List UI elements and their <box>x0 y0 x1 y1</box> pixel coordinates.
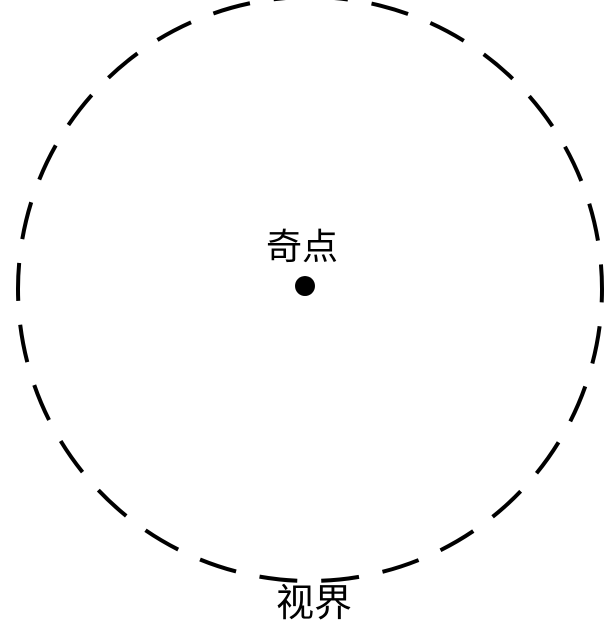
singularity-dot <box>295 276 315 296</box>
event-horizon-circle <box>16 0 604 583</box>
event-horizon-label: 视界 <box>276 581 353 625</box>
singularity-label: 奇点 <box>266 227 339 268</box>
